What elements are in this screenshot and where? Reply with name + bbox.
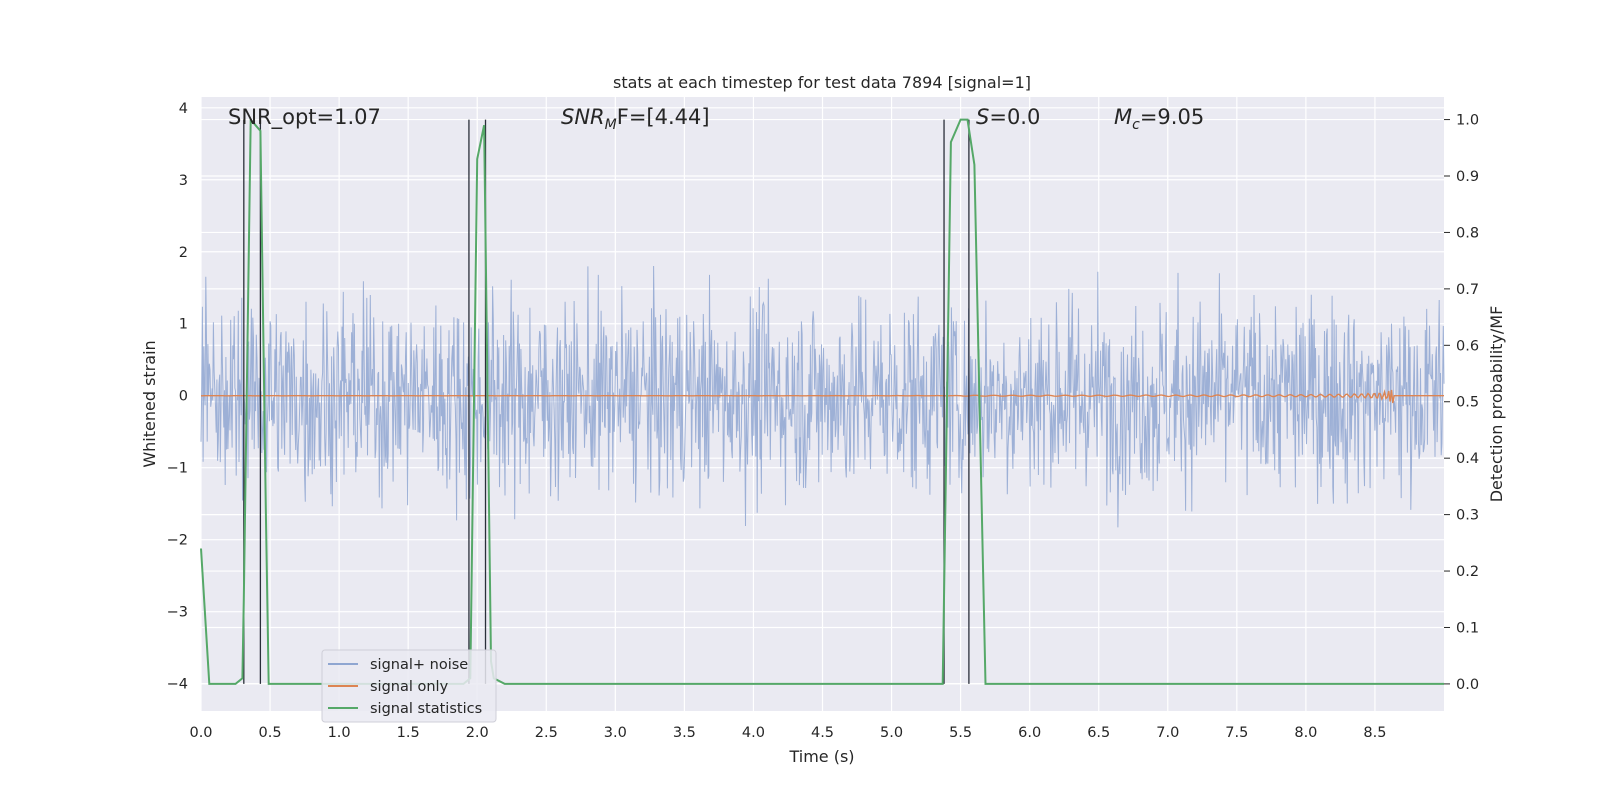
y-left-tick-label: 1 xyxy=(179,317,188,333)
x-tick-label: 6.5 xyxy=(1087,725,1110,741)
y-right-tick-label: 0.9 xyxy=(1456,169,1479,185)
y-right-tick-label: 0.0 xyxy=(1456,677,1479,693)
y-left-tick-label: −1 xyxy=(167,461,188,477)
snr-mf-main: SNR xyxy=(561,105,605,129)
annotation-s: S=0.0 xyxy=(976,105,1040,129)
mc-sub: c xyxy=(1132,117,1140,133)
mc-main: M xyxy=(1114,105,1132,129)
s-rest: =0.0 xyxy=(989,105,1040,129)
y-right-tick-labels: 1.0 0.9 0.8 0.7 0.6 0.5 0.4 0.3 0.2 0.1 0.0 xyxy=(1444,113,1479,693)
y-right-axis-label: Detection probability/MF xyxy=(1487,306,1506,503)
y-left-tick-label: −2 xyxy=(167,533,188,549)
s-main: S xyxy=(976,105,989,129)
x-tick-label: 0.5 xyxy=(259,725,282,741)
legend-label-stats: signal statistics xyxy=(370,701,482,717)
signal-line xyxy=(201,389,1444,404)
chart-title: stats at each timestep for test data 789… xyxy=(613,73,1031,92)
y-right-tick-label: 0.3 xyxy=(1456,508,1479,524)
snr-mf-rest: F=[4.44] xyxy=(617,105,710,129)
x-tick-label: 5.0 xyxy=(880,725,903,741)
y-right-tick-label: 0.1 xyxy=(1456,620,1479,636)
signal-statistics-series xyxy=(200,116,1444,685)
x-tick-label: 8.5 xyxy=(1363,725,1386,741)
y-left-tick-label: 3 xyxy=(179,173,188,189)
x-tick-label: 2.5 xyxy=(535,725,558,741)
y-right-tick-label: 0.6 xyxy=(1456,338,1479,354)
y-right-tick-label: 0.7 xyxy=(1456,282,1479,298)
x-tick-label: 4.0 xyxy=(742,725,765,741)
y-left-tick-label: 4 xyxy=(179,101,188,117)
y-right-tick-label: 0.5 xyxy=(1456,395,1479,411)
x-tick-label: 3.5 xyxy=(673,725,696,741)
x-tick-label: 0.0 xyxy=(189,725,212,741)
annotation-snr-opt: SNR_opt=1.07 xyxy=(228,105,381,130)
legend-label-noise: signal+ noise xyxy=(370,657,468,673)
x-tick-label: 4.5 xyxy=(811,725,834,741)
x-tick-label: 6.0 xyxy=(1018,725,1041,741)
mc-rest: =9.05 xyxy=(1140,105,1204,129)
y-left-tick-label: 0 xyxy=(179,389,188,405)
annotation-snr-mf: SNRMF=[4.44] xyxy=(561,105,710,133)
x-tick-label: 1.0 xyxy=(328,725,351,741)
legend: signal+ noise signal only signal statist… xyxy=(321,649,497,723)
x-tick-label: 8.0 xyxy=(1294,725,1317,741)
x-tick-labels: 0.0 0.5 1.0 1.5 2.0 2.5 3.0 3.5 4.0 4.5 5.0 5.5 6.0 6… xyxy=(189,725,1386,741)
y-left-tick-label: −4 xyxy=(167,677,188,693)
y-left-tick-label: −3 xyxy=(167,605,188,621)
y-right-tick-label: 1.0 xyxy=(1456,113,1479,129)
x-tick-label: 7.5 xyxy=(1225,725,1248,741)
x-tick-label: 1.5 xyxy=(397,725,420,741)
legend-box xyxy=(321,649,497,723)
y-left-tick-labels: 4 3 2 1 0 −1 −2 −3 −4 xyxy=(167,101,188,693)
y-right-tick-label: 0.2 xyxy=(1456,564,1479,580)
y-left-axis-label: Whitened strain xyxy=(140,340,159,467)
x-axis-label: Time (s) xyxy=(788,747,854,766)
signal-only-series xyxy=(201,389,1444,404)
signal-noise-series xyxy=(200,265,1445,528)
legend-label-signal: signal only xyxy=(370,679,449,695)
x-tick-label: 3.0 xyxy=(604,725,627,741)
noise-line xyxy=(200,265,1445,528)
y-right-tick-label: 0.8 xyxy=(1456,225,1479,241)
stats-line xyxy=(200,116,1444,685)
x-tick-label: 2.0 xyxy=(466,725,489,741)
y-right-tick-label: 0.4 xyxy=(1456,451,1479,467)
snr-mf-sub: M xyxy=(605,117,617,133)
y-left-tick-label: 2 xyxy=(179,245,188,261)
x-tick-label: 5.5 xyxy=(949,725,972,741)
annotation-mc: Mc=9.05 xyxy=(1114,105,1204,133)
x-tick-label: 7.0 xyxy=(1156,725,1179,741)
